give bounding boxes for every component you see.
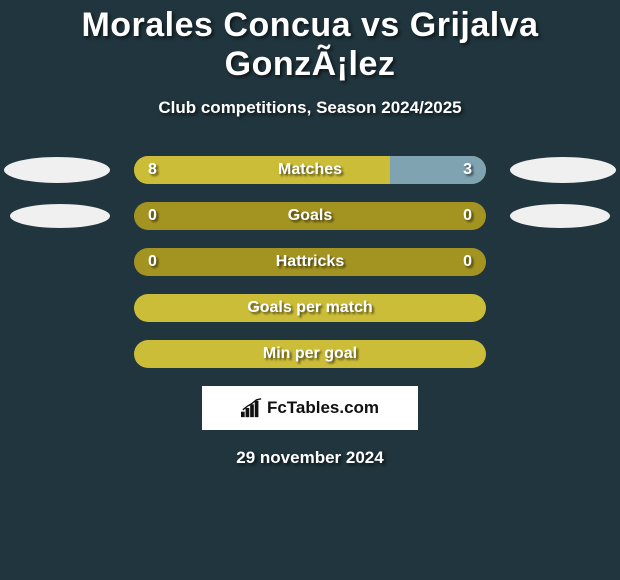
page-subtitle: Club competitions, Season 2024/2025 (0, 98, 620, 118)
player-avatar-left (4, 157, 110, 183)
stat-bar: Min per goal (134, 340, 486, 368)
player-avatar-right (510, 204, 610, 228)
stat-row: 00Goals (0, 202, 620, 230)
stat-bar: 00Hattricks (134, 248, 486, 276)
stat-bar: 00Goals (134, 202, 486, 230)
stat-row: 83Matches (0, 156, 620, 184)
logo-text: FcTables.com (267, 398, 379, 418)
logo-box: FcTables.com (202, 386, 418, 430)
stat-label: Matches (134, 156, 486, 184)
stat-row: Goals per match (0, 294, 620, 322)
stat-bar: 83Matches (134, 156, 486, 184)
stat-row: Min per goal (0, 340, 620, 368)
stats-rows: 83Matches 00Goals 00Hattricks Goals per mat… (0, 156, 620, 368)
footer-date: 29 november 2024 (0, 448, 620, 468)
stat-label: Hattricks (134, 248, 486, 276)
stat-bar: Goals per match (134, 294, 486, 322)
stat-label: Min per goal (134, 340, 486, 368)
stat-label: Goals per match (134, 294, 486, 322)
stat-label: Goals (134, 202, 486, 230)
player-avatar-left (10, 204, 110, 228)
player-avatar-right (510, 157, 616, 183)
page-title: Morales Concua vs Grijalva GonzÃ¡lez (0, 6, 620, 84)
fctables-icon (241, 398, 263, 418)
stat-row: 00Hattricks (0, 248, 620, 276)
